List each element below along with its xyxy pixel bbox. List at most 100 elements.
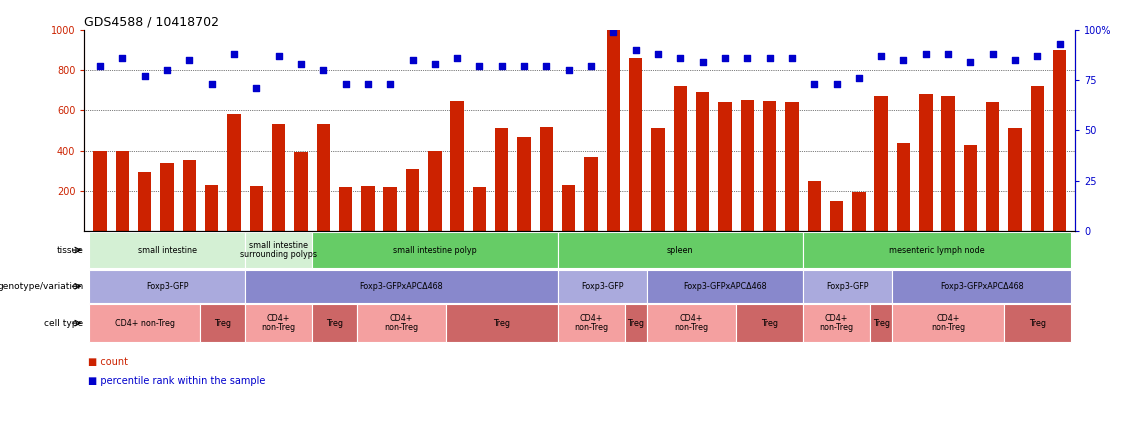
Bar (607, 30, 620, 231)
Point (225, 50, 243, 57)
Bar (245, 232, 312, 268)
Bar (1004, 305, 1071, 342)
Bar (803, 269, 892, 303)
Bar (89, 305, 200, 342)
Bar (892, 305, 1004, 342)
Bar (339, 187, 352, 231)
Point (605, 28, 623, 35)
Bar (562, 185, 575, 231)
Bar (1009, 128, 1021, 231)
Text: cell type: cell type (44, 319, 83, 327)
Point (515, 63, 533, 69)
Bar (357, 305, 446, 342)
Bar (89, 269, 245, 303)
Point (939, 50, 957, 57)
Point (269, 52, 287, 59)
Point (1051, 40, 1069, 47)
Bar (557, 305, 625, 342)
Bar (646, 269, 803, 303)
Point (962, 58, 980, 65)
Bar (250, 186, 263, 231)
Text: spleen: spleen (667, 245, 694, 255)
Point (537, 63, 555, 69)
Text: Foxp3-GFPxAPCΔ468: Foxp3-GFPxAPCΔ468 (683, 282, 767, 291)
Point (359, 81, 377, 88)
Point (203, 81, 221, 88)
Bar (718, 102, 732, 231)
Bar (584, 157, 598, 231)
Text: Treg: Treg (873, 319, 890, 327)
Bar (896, 143, 910, 231)
Bar (518, 137, 530, 231)
Bar (870, 305, 892, 342)
Bar (138, 172, 151, 231)
Text: Foxp3-GFP: Foxp3-GFP (581, 282, 624, 291)
Bar (312, 305, 357, 342)
Point (805, 81, 823, 88)
Bar (736, 305, 803, 342)
Text: small intestine: small intestine (137, 245, 197, 255)
Bar (539, 127, 553, 231)
Point (694, 58, 712, 65)
Bar (227, 114, 241, 231)
Point (873, 52, 891, 59)
Bar (646, 305, 736, 342)
Bar (785, 102, 798, 231)
Text: small intestine
surrounding polyps: small intestine surrounding polyps (240, 241, 318, 259)
Bar (625, 305, 646, 342)
Point (1028, 52, 1046, 59)
Text: ■ count: ■ count (88, 357, 128, 368)
Bar (803, 232, 1071, 268)
Bar (852, 192, 866, 231)
Bar (271, 124, 285, 231)
Point (1006, 56, 1024, 63)
Bar (205, 185, 218, 231)
Text: Foxp3-GFP: Foxp3-GFP (826, 282, 869, 291)
Bar (875, 96, 888, 231)
Bar (182, 159, 196, 231)
Point (828, 81, 846, 88)
Text: GDS4588 / 10418702: GDS4588 / 10418702 (84, 16, 220, 28)
Point (917, 50, 935, 57)
Bar (763, 101, 776, 231)
Bar (384, 187, 396, 231)
Bar (245, 269, 557, 303)
Point (448, 55, 466, 61)
Bar (428, 151, 441, 231)
Bar (651, 128, 664, 231)
Text: Foxp3-GFPxAPCΔ468: Foxp3-GFPxAPCΔ468 (940, 282, 1024, 291)
Text: genotype/variation: genotype/variation (0, 282, 83, 291)
Point (716, 55, 734, 61)
Point (582, 63, 600, 69)
Bar (116, 151, 129, 231)
Point (337, 81, 355, 88)
Text: Treg: Treg (214, 319, 231, 327)
Point (649, 50, 667, 57)
Bar (294, 151, 307, 231)
Point (91, 63, 109, 69)
Text: CD4+
non-Treg: CD4+ non-Treg (820, 314, 854, 332)
Bar (160, 162, 173, 231)
Point (850, 74, 868, 81)
Text: Foxp3-GFPxAPCΔ468: Foxp3-GFPxAPCΔ468 (359, 282, 444, 291)
Bar (919, 94, 932, 231)
Bar (245, 305, 312, 342)
Text: CD4+
non-Treg: CD4+ non-Treg (384, 314, 419, 332)
Point (894, 56, 912, 63)
Bar (830, 201, 843, 231)
Point (627, 47, 645, 53)
Text: Foxp3-GFP: Foxp3-GFP (145, 282, 188, 291)
Bar (200, 305, 245, 342)
Bar (312, 232, 557, 268)
Point (382, 81, 400, 88)
Point (180, 56, 198, 63)
Point (426, 60, 444, 67)
Point (493, 63, 511, 69)
Point (760, 55, 778, 61)
Point (739, 55, 757, 61)
Bar (361, 186, 375, 231)
Point (403, 56, 421, 63)
Bar (89, 232, 245, 268)
Bar (803, 305, 870, 342)
Bar (1053, 50, 1066, 231)
